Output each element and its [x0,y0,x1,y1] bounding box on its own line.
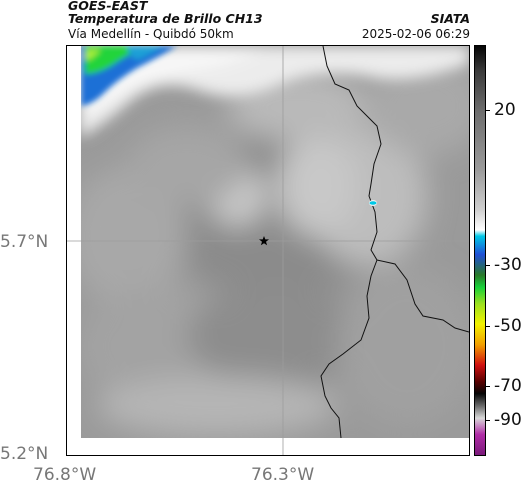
cb-tick-m50 [486,326,490,327]
imagery-texture [67,56,469,436]
border-line [320,259,378,439]
map-canvas [67,46,469,455]
satellite-map[interactable] [66,45,470,456]
cb-tick-m70 [486,386,490,387]
cold-cloud-tops [81,46,177,106]
cold-spot [369,201,377,205]
cb-label-m70: -70 [494,376,522,396]
no-data-strip-left [67,46,81,455]
lat-label-1: 5.7°N [0,232,49,252]
cb-tick-m90 [486,420,490,421]
timestamp-label: 2025-02-06 06:29 [361,27,470,41]
temperature-colorbar [474,45,486,456]
cb-tick-20 [486,110,490,111]
lon-label-1: 76.8°W [33,465,97,485]
cb-tick-m30 [486,265,490,266]
lat-label-2: 5.2°N [0,444,49,464]
source-label: SIATA [430,11,470,26]
product-title: Temperatura de Brillo CH13 [68,11,263,26]
satellite-title: GOES-EAST [68,0,148,13]
cb-label-m90: -90 [494,410,522,430]
map-header: GOES-EAST Temperatura de Brillo CH13 Vía… [68,0,470,46]
region-subtitle: Vía Medellín - Quibdó 50km [68,27,234,41]
cb-label-m30: -30 [494,255,522,275]
no-data-strip-bottom [67,438,469,455]
cb-label-m50: -50 [494,316,522,336]
cb-label-20: 20 [494,100,516,120]
star-icon[interactable] [259,236,269,246]
lon-label-2: 76.3°W [251,465,315,485]
